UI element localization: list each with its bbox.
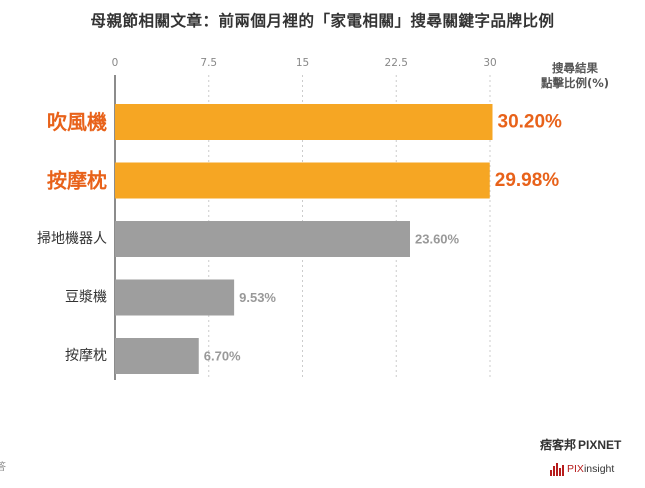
x-tick-label: 30 xyxy=(483,57,496,69)
bar-graph-icon xyxy=(550,462,564,476)
pixnet-label: PIXNET xyxy=(578,438,622,452)
bar xyxy=(115,104,493,140)
value-label: 9.53% xyxy=(239,290,276,305)
x-axis-title: 點擊比例(%) xyxy=(540,76,609,90)
pixnet-logo: 痞客邦 PIXNET xyxy=(540,436,621,453)
pixinsight-label: insight xyxy=(583,463,615,475)
value-label: 23.60% xyxy=(415,232,460,247)
pixinsight-logo: PIXinsight xyxy=(550,462,614,476)
bar xyxy=(115,221,410,257)
x-tick-label: 7.5 xyxy=(200,57,217,69)
chart-title: 母親節相關文章：前兩個月裡的「家電相關」搜尋關鍵字品牌比例 xyxy=(90,12,555,30)
x-tick-label: 22.5 xyxy=(385,57,408,69)
category-label: 掃地機器人 xyxy=(37,230,107,247)
value-label: 6.70% xyxy=(204,349,241,364)
category-label: 按摩枕 xyxy=(65,347,107,364)
pixnet-mark: 痞客邦 xyxy=(540,438,577,452)
bar xyxy=(115,162,490,199)
category-label: 按摩枕 xyxy=(47,169,107,193)
category-label: 吹風機 xyxy=(47,110,107,134)
category-label: 豆漿機 xyxy=(65,290,107,306)
bar xyxy=(115,338,199,374)
edge-glyph: 答 xyxy=(0,462,6,473)
value-label: 30.20% xyxy=(498,112,563,133)
bar xyxy=(115,279,235,316)
x-axis-title: 搜尋結果 xyxy=(552,61,598,75)
x-tick-label: 15 xyxy=(296,57,309,69)
pixinsight-prefix: PIX xyxy=(567,463,584,475)
x-tick-label: 0 xyxy=(112,57,119,69)
value-label: 29.98% xyxy=(495,170,560,191)
